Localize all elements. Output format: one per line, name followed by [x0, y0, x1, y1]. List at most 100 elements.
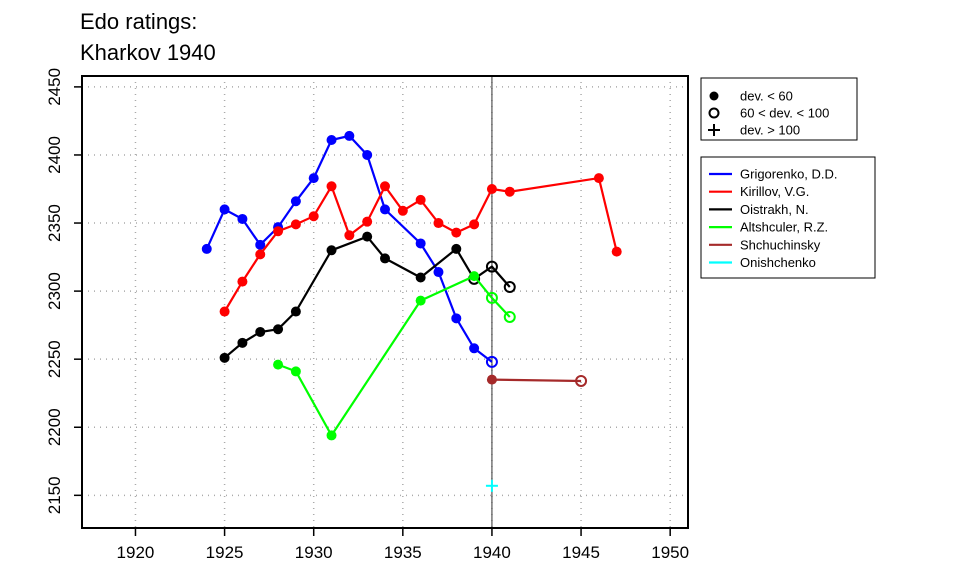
series-legend-box [700, 156, 876, 279]
data-point [485, 479, 498, 492]
data-point [451, 313, 462, 324]
data-point [308, 173, 319, 184]
marker-legend-label: 60 < dev. < 100 [740, 106, 829, 121]
data-point [237, 213, 248, 224]
data-point [415, 194, 426, 205]
y-tick-label: 2250 [45, 340, 64, 378]
data-point [575, 374, 588, 387]
marker-legend-label: dev. < 60 [740, 89, 793, 104]
x-tick-label: 1930 [295, 543, 333, 562]
data-point [485, 291, 498, 304]
marker-legend-label: dev. > 100 [740, 123, 800, 138]
data-point [451, 243, 462, 254]
data-point [255, 326, 266, 337]
data-point [344, 130, 355, 141]
legend-label: Altshculer, R.Z. [740, 220, 828, 235]
data-point [273, 359, 284, 370]
y-tick-label: 2300 [45, 272, 64, 310]
data-point [326, 245, 337, 256]
y-tick-label: 2350 [45, 204, 64, 242]
plot-frame [81, 75, 689, 529]
data-point [433, 267, 444, 278]
marker-legend-box [700, 77, 858, 141]
data-point [593, 173, 604, 184]
data-point [504, 186, 515, 197]
series-group [201, 130, 622, 492]
data-point [326, 181, 337, 192]
data-point [469, 343, 480, 354]
data-point [415, 238, 426, 249]
data-point [485, 355, 498, 368]
marker-legend-symbol [708, 124, 720, 136]
data-point [290, 196, 301, 207]
y-tick-label: 2400 [45, 136, 64, 174]
data-point [326, 134, 337, 145]
x-tick-label: 1945 [562, 543, 600, 562]
marker-legend: dev. < 60 60 < dev. < 100 dev. > 100 [700, 77, 858, 141]
data-point [290, 366, 301, 377]
data-point [326, 430, 337, 441]
x-tick-label: 1935 [384, 543, 422, 562]
data-point [486, 374, 497, 385]
chart-subtitle: Kharkov 1940 [80, 40, 216, 65]
series-line [205, 134, 493, 363]
data-point [308, 211, 319, 222]
x-tick-label: 1920 [117, 543, 155, 562]
series-line [491, 378, 582, 383]
series-5 [485, 479, 498, 492]
data-point [344, 230, 355, 241]
data-point [469, 219, 480, 230]
data-point [397, 205, 408, 216]
data-point [201, 243, 212, 254]
data-point [362, 231, 373, 242]
legend-label: Kirillov, V.G. [740, 184, 809, 199]
data-point [415, 272, 426, 283]
grid [82, 76, 688, 528]
data-point [219, 306, 230, 317]
data-point [486, 184, 497, 194]
x-tick-label: 1940 [473, 543, 511, 562]
legend-label: Grigorenko, D.D. [740, 167, 838, 182]
x-tick-label: 1925 [206, 543, 244, 562]
data-point [219, 204, 230, 215]
axes: 1920 1925 1930 1935 1940 1945 1950 2150 2200 2250… [45, 68, 689, 562]
data-point [219, 352, 230, 363]
data-point [255, 249, 266, 260]
data-point [290, 306, 301, 317]
data-point [380, 181, 390, 192]
data-point [380, 204, 390, 215]
legend-label: Oistrakh, N. [740, 202, 809, 217]
data-point [451, 227, 462, 238]
y-tick-label: 2150 [45, 476, 64, 514]
series-line [223, 235, 511, 359]
data-point [469, 271, 480, 282]
marker-legend-symbol [709, 91, 719, 101]
y-tick-label: 2200 [45, 408, 64, 446]
data-point [503, 281, 516, 294]
marker-legend-symbol [708, 107, 720, 119]
series-line [277, 274, 511, 438]
series-legend: Grigorenko, D.D. Kirillov, V.G. Oistrakh, … [700, 156, 876, 279]
data-point [255, 239, 266, 250]
data-point [433, 218, 444, 229]
series-1 [219, 173, 622, 317]
legend-label: Shchuchinsky [740, 237, 821, 252]
data-point [362, 149, 373, 160]
data-point [290, 219, 301, 230]
data-point [485, 260, 498, 273]
series-0 [201, 130, 498, 368]
data-point [415, 295, 426, 306]
data-point [503, 310, 516, 323]
legend-label: Onishchenko [740, 255, 816, 270]
data-point [237, 276, 248, 287]
chart-title: Edo ratings: [80, 9, 198, 34]
data-point [273, 324, 284, 335]
series-3 [273, 271, 516, 441]
data-point [362, 216, 373, 227]
y-tick-label: 2450 [45, 68, 64, 106]
data-point [611, 246, 622, 257]
series-4 [486, 374, 588, 387]
x-tick-label: 1950 [651, 543, 689, 562]
data-point [237, 337, 248, 348]
